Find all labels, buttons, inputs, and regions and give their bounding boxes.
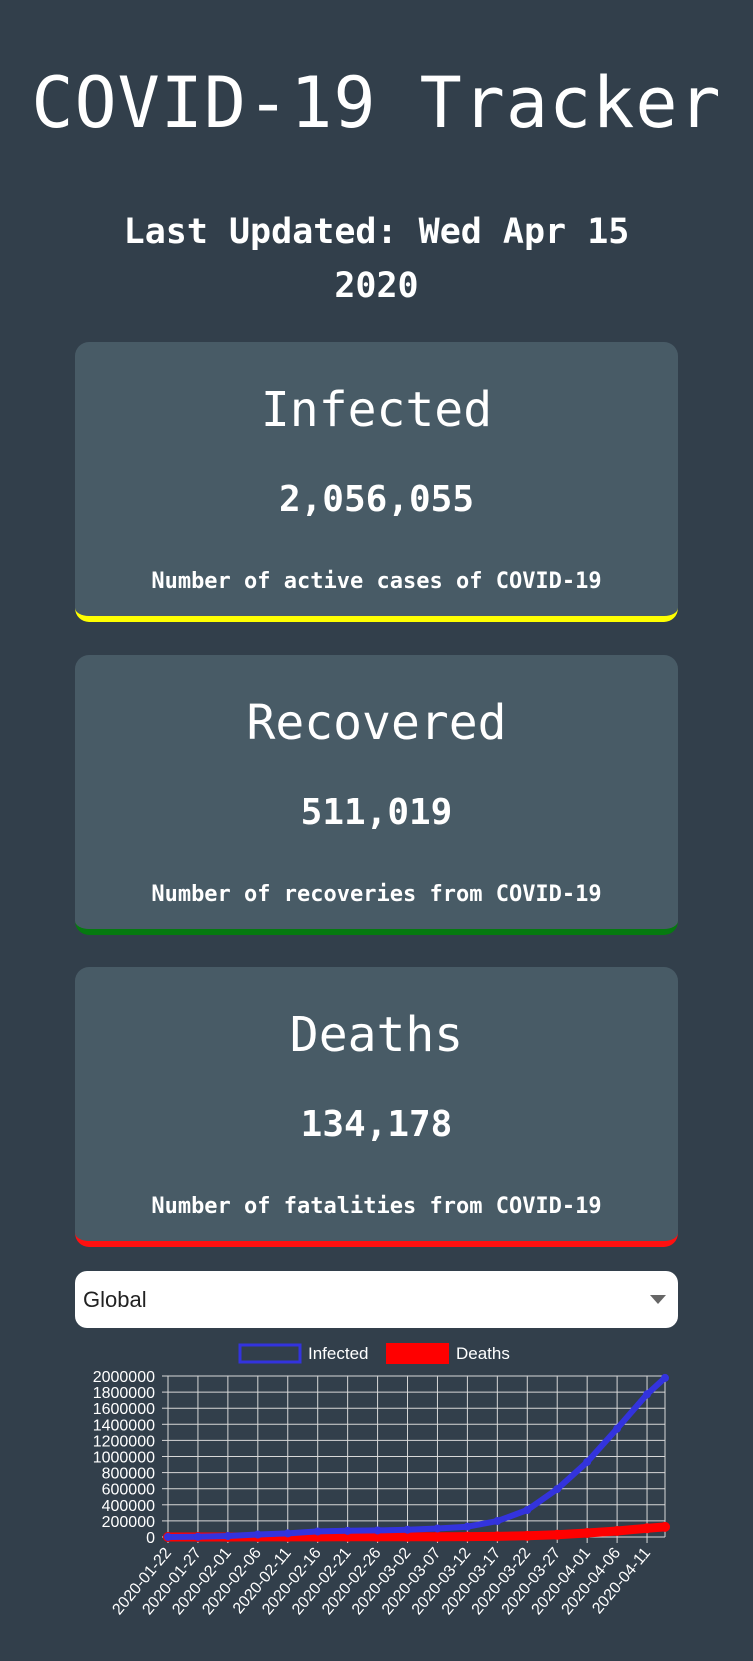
y-tick-label: 1000000 bbox=[93, 1450, 155, 1467]
recovered-description: Number of recoveries from COVID-19 bbox=[151, 882, 602, 907]
data-point-infected[interactable] bbox=[523, 1506, 532, 1515]
recovered-count: 511,019 bbox=[300, 792, 453, 833]
legend-label[interactable]: Infected bbox=[308, 1344, 369, 1363]
data-point-infected[interactable] bbox=[373, 1526, 382, 1535]
data-point-deaths[interactable] bbox=[342, 1531, 353, 1542]
last-updated-line-1: Last Updated: Wed Apr 15 bbox=[123, 212, 630, 252]
infected-count: 2,056,055 bbox=[278, 479, 475, 520]
data-point-infected[interactable] bbox=[583, 1457, 592, 1466]
data-point-infected[interactable] bbox=[463, 1522, 472, 1531]
y-tick-label: 1200000 bbox=[93, 1433, 155, 1450]
recovered-card: Recovered 511,019 Number of recoveries f… bbox=[75, 655, 678, 935]
last-updated-line-2: 2020 bbox=[334, 266, 419, 306]
chevron-down-icon bbox=[650, 1295, 666, 1304]
chart-series bbox=[163, 1373, 670, 1542]
y-tick-label: 1400000 bbox=[93, 1417, 155, 1434]
country-select[interactable]: Global bbox=[75, 1271, 678, 1328]
data-point-deaths[interactable] bbox=[642, 1523, 653, 1534]
y-tick-label: 200000 bbox=[102, 1514, 155, 1531]
legend-swatch-deaths[interactable] bbox=[386, 1343, 449, 1364]
data-point-deaths[interactable] bbox=[492, 1531, 503, 1542]
series-line-infected bbox=[165, 1374, 668, 1540]
deaths-description: Number of fatalities from COVID-19 bbox=[151, 1194, 602, 1219]
data-point-deaths[interactable] bbox=[552, 1529, 563, 1540]
data-point-infected[interactable] bbox=[403, 1525, 412, 1534]
last-updated: Last Updated: Wed Apr 15 2020 bbox=[0, 205, 753, 313]
data-point-infected[interactable] bbox=[493, 1517, 502, 1526]
y-tick-label: 600000 bbox=[102, 1482, 155, 1499]
y-tick-label: 2000000 bbox=[93, 1369, 155, 1386]
data-point-infected[interactable] bbox=[553, 1485, 562, 1494]
infected-card: Infected 2,056,055 Number of active case… bbox=[75, 342, 678, 622]
data-point-infected[interactable] bbox=[661, 1373, 669, 1382]
data-point-infected[interactable] bbox=[283, 1529, 292, 1538]
chart-legend: Infected Deaths bbox=[238, 1343, 510, 1364]
infected-description: Number of active cases of COVID-19 bbox=[151, 569, 602, 594]
data-point-infected[interactable] bbox=[343, 1526, 352, 1535]
deaths-count: 134,178 bbox=[300, 1104, 453, 1145]
data-point-infected[interactable] bbox=[223, 1532, 232, 1541]
y-axis: 0200000400000600000800000100000012000001… bbox=[93, 1369, 168, 1547]
cases-chart: Infected Deaths 0200000400000600000800000… bbox=[93, 1343, 670, 1619]
data-point-deaths[interactable] bbox=[462, 1531, 473, 1542]
x-axis: 2020-01-222020-01-272020-02-012020-02-06… bbox=[109, 1545, 654, 1619]
y-tick-label: 1600000 bbox=[93, 1401, 155, 1418]
data-point-deaths[interactable] bbox=[372, 1531, 383, 1542]
data-point-infected[interactable] bbox=[433, 1524, 442, 1533]
data-point-infected[interactable] bbox=[613, 1424, 622, 1433]
deaths-card: Deaths 134,178 Number of fatalities from… bbox=[75, 967, 678, 1247]
y-tick-label: 400000 bbox=[102, 1498, 155, 1515]
data-point-infected[interactable] bbox=[643, 1390, 652, 1399]
page-title: COVID-19 Tracker bbox=[31, 62, 722, 144]
data-point-deaths[interactable] bbox=[660, 1521, 670, 1532]
y-tick-label: 0 bbox=[146, 1530, 155, 1547]
legend-swatch-infected[interactable] bbox=[238, 1343, 302, 1364]
legend-label[interactable]: Deaths bbox=[456, 1344, 510, 1363]
data-point-infected[interactable] bbox=[253, 1530, 262, 1539]
country-select-value: Global bbox=[83, 1287, 147, 1312]
data-point-deaths[interactable] bbox=[402, 1531, 413, 1542]
y-tick-label: 1800000 bbox=[93, 1385, 155, 1402]
deaths-title: Deaths bbox=[289, 1007, 464, 1063]
recovered-title: Recovered bbox=[246, 695, 507, 751]
data-point-deaths[interactable] bbox=[582, 1527, 593, 1538]
data-point-infected[interactable] bbox=[313, 1527, 322, 1536]
chart-grid bbox=[167, 1375, 666, 1543]
data-point-infected[interactable] bbox=[164, 1532, 172, 1541]
data-point-deaths[interactable] bbox=[522, 1530, 533, 1541]
data-point-infected[interactable] bbox=[193, 1532, 202, 1541]
infected-title: Infected bbox=[260, 382, 493, 438]
data-point-deaths[interactable] bbox=[432, 1531, 443, 1542]
y-tick-label: 800000 bbox=[102, 1466, 155, 1483]
data-point-deaths[interactable] bbox=[612, 1525, 623, 1536]
